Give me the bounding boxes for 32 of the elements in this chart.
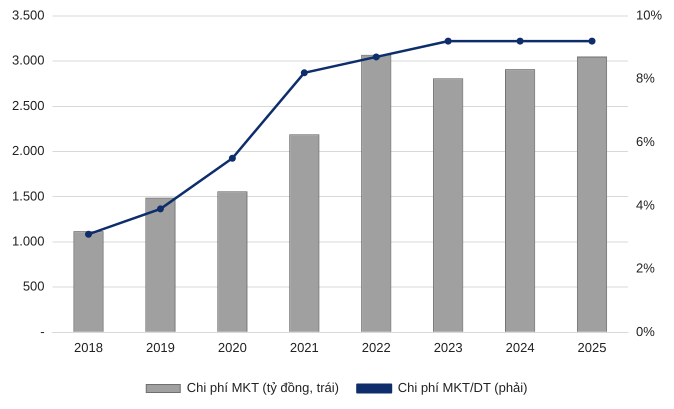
- point: [228, 154, 236, 162]
- y2-tick-label: 6%: [636, 134, 656, 150]
- y2-tick-label: 2%: [636, 260, 656, 276]
- y-tick-label: 500: [22, 278, 45, 294]
- y2-tick-label: 8%: [636, 70, 656, 86]
- x-tick-label: 2023: [434, 340, 463, 355]
- y2-tick-label: 4%: [636, 197, 656, 212]
- legend-label: Chi phí MKT (tỷ đồng, trái): [186, 380, 339, 396]
- y-tick-label: 2.500: [12, 98, 45, 113]
- x-tick-label: 2022: [362, 340, 391, 355]
- y-tick-label: -: [40, 324, 45, 339]
- legend-label: Chi phí MKT/DT (phải): [398, 380, 528, 396]
- y2-tick-label: 10%: [636, 7, 662, 22]
- point: [156, 205, 164, 212]
- x-tick-label: 2025: [578, 340, 606, 355]
- x-tick-label: 2019: [146, 340, 175, 355]
- y-tick-label: 1.500: [12, 188, 45, 204]
- point: [300, 69, 308, 76]
- y2-tick-label: 0%: [636, 324, 656, 339]
- y-tick-label: 3.500: [12, 7, 45, 22]
- point: [372, 53, 380, 60]
- x-tick-label: 2018: [74, 340, 103, 355]
- point: [588, 38, 596, 45]
- point: [444, 38, 452, 45]
- x-tick-label: 2021: [290, 340, 319, 355]
- x-tick-label: 2020: [218, 340, 247, 355]
- y-tick-label: 2.000: [12, 143, 45, 158]
- point: [85, 230, 92, 238]
- y-tick-label: 1.000: [12, 234, 45, 249]
- point: [516, 38, 524, 45]
- y-tick-label: 3.000: [12, 52, 45, 68]
- x-tick-label: 2024: [506, 340, 535, 355]
